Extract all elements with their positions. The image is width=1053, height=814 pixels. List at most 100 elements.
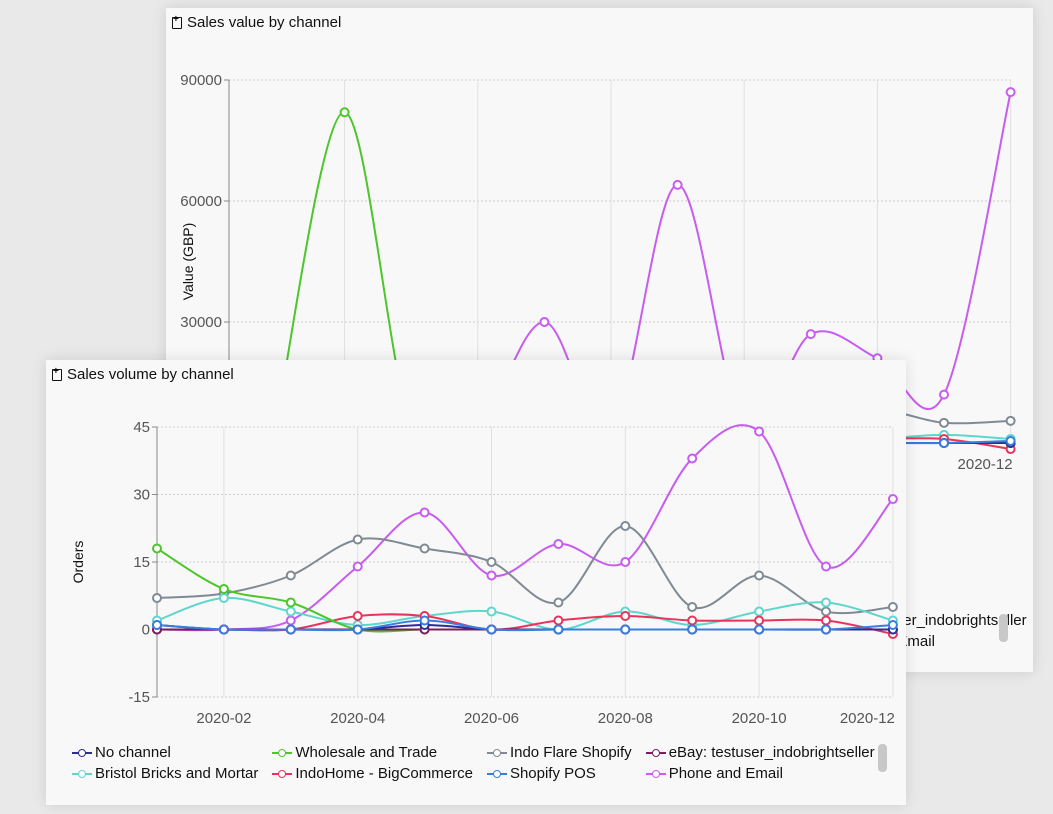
data-point xyxy=(218,593,229,603)
data-point xyxy=(152,593,162,603)
data-point xyxy=(553,615,564,626)
data-point xyxy=(821,615,831,626)
data-point xyxy=(754,624,765,635)
y-axis-label: Orders xyxy=(70,541,86,584)
export-document-icon[interactable] xyxy=(172,14,182,29)
x-tick-label: 2020-10 xyxy=(732,710,787,727)
sales-value-title-row: Sales value by channel xyxy=(172,14,341,31)
data-point xyxy=(553,597,564,608)
legend-label: Wholesale and Trade xyxy=(295,744,438,761)
legend-item[interactable]: IndoHome - BigCommerce xyxy=(272,765,473,782)
legend-scrollbar[interactable] xyxy=(878,744,887,772)
y-tick-label: 45 xyxy=(133,419,150,436)
legend-marker-icon xyxy=(272,748,293,758)
legend-label: Shopify POS xyxy=(509,765,596,782)
x-tick-label: 2020-08 xyxy=(598,710,653,727)
data-point xyxy=(285,624,296,635)
data-point xyxy=(352,561,363,572)
series-line xyxy=(156,613,894,635)
x-tick-label: 2020-02 xyxy=(196,710,251,727)
data-point xyxy=(939,438,949,448)
data-point xyxy=(539,317,550,327)
legend-marker-icon xyxy=(486,769,507,779)
sales-volume-panel: Sales volume by channel -15 0 15 30 45 2020-0… xyxy=(46,360,906,805)
data-point xyxy=(285,615,296,626)
data-point xyxy=(285,597,296,608)
data-point xyxy=(620,611,631,621)
data-point xyxy=(419,615,430,626)
legend-label: IndoHome - BigCommerce xyxy=(295,765,473,782)
data-point xyxy=(339,107,350,118)
chart-title: Sales value by channel xyxy=(187,14,342,31)
data-point xyxy=(419,507,430,518)
data-point xyxy=(620,624,631,635)
data-point xyxy=(939,389,949,400)
legend-item[interactable]: Bristol Bricks and Mortar xyxy=(72,765,258,782)
series-line xyxy=(156,424,894,632)
data-point xyxy=(687,615,698,626)
data-point xyxy=(821,606,831,617)
data-point xyxy=(1005,87,1016,98)
data-point xyxy=(939,417,949,428)
legend-scrollbar[interactable] xyxy=(999,614,1008,642)
y-tick-label: 90000 xyxy=(180,72,222,89)
export-document-icon[interactable] xyxy=(52,366,62,381)
legend-item[interactable]: Phone and Email xyxy=(645,765,875,782)
legend-marker-icon xyxy=(72,748,92,758)
legend-label: eBay: testuser_indobrightseller xyxy=(668,744,875,761)
data-point xyxy=(754,570,765,581)
data-point xyxy=(352,534,363,545)
x-tick-label: 2020-12 xyxy=(840,710,895,727)
series-line xyxy=(156,619,893,632)
data-point xyxy=(486,557,497,567)
x-tick-label: 2020-12 xyxy=(958,456,1013,473)
data-point xyxy=(218,584,229,594)
data-point xyxy=(352,611,363,621)
y-tick-label: 30 xyxy=(133,487,150,504)
legend-marker-icon xyxy=(72,769,92,779)
data-point xyxy=(821,624,831,635)
data-point xyxy=(754,615,765,626)
data-point xyxy=(553,624,564,635)
data-point xyxy=(419,543,430,554)
data-point xyxy=(887,620,898,630)
y-tick-label: 60000 xyxy=(180,193,222,210)
data-point xyxy=(687,602,698,612)
legend-item[interactable]: Shopify POS xyxy=(486,765,632,782)
legend-marker-icon xyxy=(486,748,507,758)
data-point xyxy=(486,570,497,581)
chart-title: Sales volume by channel xyxy=(67,366,234,383)
y-tick-label: 30000 xyxy=(180,314,222,331)
data-point xyxy=(1005,435,1016,446)
legend-label: No channel xyxy=(95,744,171,761)
legend-marker-icon xyxy=(645,769,666,779)
data-point xyxy=(887,494,898,504)
data-point xyxy=(821,561,831,572)
data-point xyxy=(754,426,765,437)
legend-item[interactable]: Wholesale and Trade xyxy=(272,744,473,761)
data-point xyxy=(687,453,698,464)
sales-volume-title-row: Sales volume by channel xyxy=(52,366,234,383)
legend-marker-icon xyxy=(645,748,666,758)
x-tick-label: 2020-06 xyxy=(464,710,519,727)
data-point xyxy=(486,606,497,617)
series-line xyxy=(156,524,893,615)
data-point xyxy=(352,624,363,635)
data-point xyxy=(486,624,497,635)
data-point xyxy=(553,539,564,549)
data-point xyxy=(672,179,683,190)
x-tick-label: 2020-04 xyxy=(330,710,385,727)
legend-item[interactable]: No channel xyxy=(72,744,258,761)
legend-label: Indo Flare Shopify xyxy=(509,744,632,761)
legend-marker-icon xyxy=(272,769,293,779)
legend-label: Bristol Bricks and Mortar xyxy=(95,765,259,782)
chart-legend: No channel Wholesale and Trade Indo Flare … xyxy=(72,744,875,782)
data-point xyxy=(620,521,631,531)
data-point xyxy=(887,602,898,612)
legend-item[interactable]: Indo Flare Shopify xyxy=(486,744,632,761)
legend-item[interactable]: eBay: testuser_indobrightseller xyxy=(645,744,875,761)
data-point xyxy=(754,606,765,617)
data-point xyxy=(687,624,698,635)
data-point xyxy=(1005,415,1016,426)
sales-volume-chart: -15 0 15 30 45 2020-02 2020-04 2020-06 2020-08 20… xyxy=(70,419,898,727)
